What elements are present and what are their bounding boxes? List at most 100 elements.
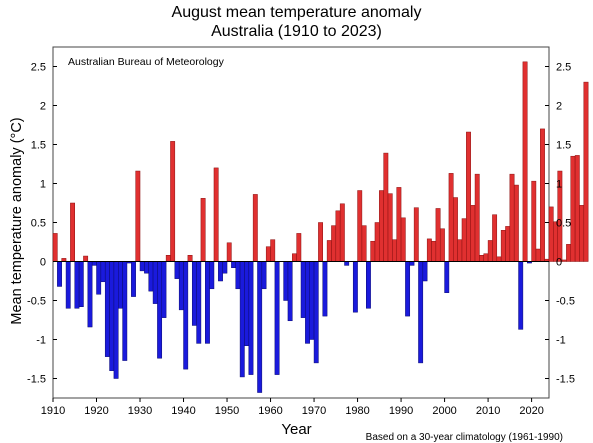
bar-1976 — [339, 203, 345, 262]
bar-1965 — [292, 253, 297, 262]
y-tick-label-left: 2 — [40, 101, 46, 113]
bar-1999 — [439, 228, 445, 262]
y-tick-label-left: 2.5 — [31, 62, 46, 74]
bar-1939 — [178, 261, 184, 311]
bar-2015 — [509, 173, 515, 262]
bar-1914 — [70, 202, 76, 262]
bar-1957 — [257, 261, 263, 393]
bar-1925 — [118, 261, 123, 309]
bar-1998 — [435, 208, 441, 262]
bar-1981 — [361, 225, 367, 262]
bar-1941 — [187, 255, 193, 262]
x-tick-label: 1970 — [302, 405, 326, 417]
bar-2011 — [492, 214, 498, 262]
bar-2009 — [483, 253, 489, 262]
x-tick-label: 1910 — [41, 405, 65, 417]
bar-1919 — [91, 261, 97, 266]
bar-1969 — [309, 261, 315, 340]
bar-1971 — [318, 222, 323, 262]
bar-2021 — [535, 248, 541, 262]
x-tick-label: 1930 — [128, 405, 152, 417]
bar-1959 — [265, 246, 271, 262]
y-tick-label-left: 0.5 — [31, 218, 46, 230]
bar-1966 — [296, 233, 302, 262]
bar-1911 — [57, 261, 62, 287]
bar-1929 — [135, 170, 141, 262]
y-tick-label-left: 1 — [40, 179, 46, 191]
x-tick-label: 1990 — [389, 405, 413, 417]
y-axis-label: Mean temperature anomaly (°C) — [9, 117, 25, 325]
bar-2016 — [513, 184, 519, 262]
y-tick-label-right: -0.5 — [556, 296, 575, 308]
bars-group — [52, 61, 589, 393]
source-annotation: Australian Bureau of Meteorology — [68, 56, 225, 68]
bar-1923 — [109, 261, 115, 371]
x-tick-label: 1960 — [258, 405, 282, 417]
bar-1985 — [379, 190, 384, 262]
bar-2006 — [470, 205, 476, 262]
bar-1942 — [191, 261, 197, 326]
bar-2031 — [579, 205, 585, 262]
bar-1980 — [357, 190, 363, 262]
bar-1921 — [100, 261, 106, 283]
bar-1977 — [344, 261, 350, 266]
bar-1954 — [244, 261, 250, 346]
bar-2002 — [453, 197, 458, 262]
bar-1972 — [322, 261, 328, 317]
bar-2010 — [487, 240, 493, 262]
bar-1963 — [283, 261, 289, 301]
bar-1924 — [113, 261, 119, 379]
bar-2026 — [557, 170, 563, 262]
y-tick-label-right: 0 — [556, 257, 562, 269]
y-tick-label-right: 2 — [556, 101, 562, 113]
bar-2022 — [540, 128, 545, 262]
bar-1947 — [213, 167, 219, 262]
bar-1934 — [157, 261, 163, 359]
y-tick-label-right: -1 — [556, 335, 566, 347]
y-tick-label-right: 1.5 — [556, 140, 571, 152]
y-tick-label-right: 0.5 — [556, 218, 571, 230]
bar-1926 — [122, 261, 128, 361]
bar-1951 — [231, 261, 236, 268]
bar-2013 — [500, 230, 506, 262]
bar-1935 — [161, 261, 167, 318]
y-axis: 2.5 2.5 2 2 1.5 1.5 1 1 0.5 0.5 0 0 -0.5 -0.5 -1 -1 -1.5… — [27, 62, 575, 386]
bar-1955 — [248, 261, 254, 375]
bar-1920 — [96, 261, 102, 295]
bar-1995 — [422, 261, 428, 282]
bar-1953 — [239, 261, 245, 378]
bar-1915 — [74, 261, 80, 309]
bar-1964 — [287, 261, 293, 322]
bar-1994 — [418, 261, 424, 364]
bar-1916 — [78, 261, 84, 307]
bar-2012 — [496, 256, 502, 262]
bar-1937 — [170, 141, 176, 262]
bar-1949 — [222, 261, 228, 274]
bar-1987 — [387, 193, 393, 262]
x-tick-label: 1980 — [345, 405, 369, 417]
x-tick-label: 2020 — [519, 405, 543, 417]
bar-1936 — [165, 255, 171, 262]
bar-1917 — [83, 255, 89, 262]
y-tick-label-right: -1.5 — [556, 374, 575, 386]
bar-2018 — [522, 61, 528, 262]
bar-1992 — [409, 261, 415, 266]
chart-title: August mean temperature anomaly — [171, 4, 422, 21]
x-tick-label: 1950 — [215, 405, 239, 417]
bar-1943 — [196, 261, 202, 344]
bar-1997 — [431, 240, 437, 262]
y-tick-label-left: 1.5 — [31, 140, 46, 152]
bar-1991 — [405, 261, 411, 317]
bar-1944 — [200, 198, 206, 262]
x-axis: 1910 1920 1930 1940 1950 1960 1970 1980 1990 2000… — [41, 398, 544, 417]
bar-1940 — [183, 261, 189, 370]
bar-1979 — [352, 261, 358, 313]
bar-2020 — [531, 180, 537, 262]
bar-2030 — [574, 155, 580, 262]
footnote: Based on a 30-year climatology (1961-199… — [365, 432, 563, 443]
bar-1961 — [274, 261, 280, 375]
bar-1913 — [65, 261, 71, 309]
bar-1984 — [374, 222, 380, 262]
bar-1988 — [392, 239, 397, 262]
x-tick-label: 1920 — [84, 405, 108, 417]
